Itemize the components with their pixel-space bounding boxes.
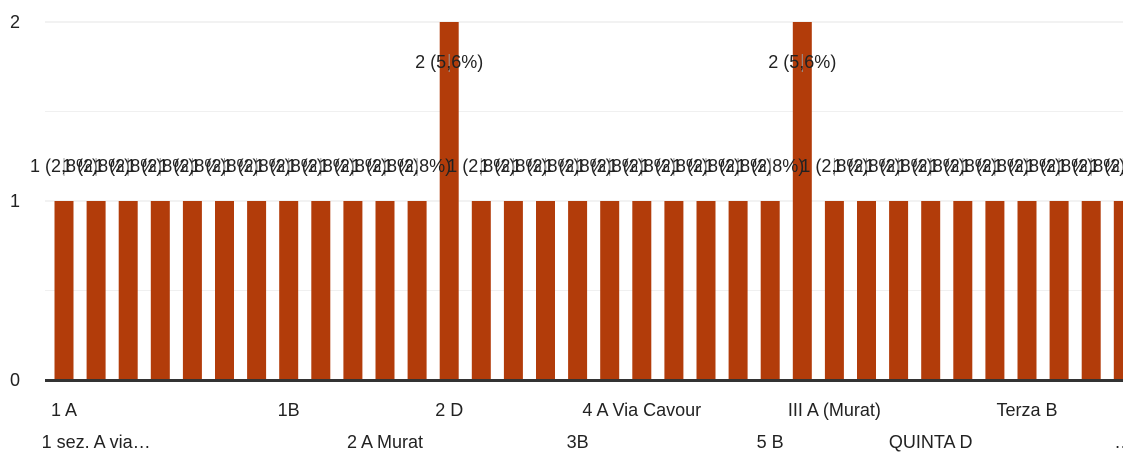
bar	[792, 22, 812, 380]
bar	[503, 201, 523, 380]
data-label: 1 (2,8%)	[351, 156, 419, 176]
bar	[632, 201, 652, 380]
bar	[182, 201, 202, 380]
x-tick-label: …	[1114, 432, 1123, 452]
data-label: 1 (2,8%)	[319, 156, 387, 176]
x-tick-label: 3B	[567, 432, 589, 452]
data-label: 1 (2,8%)	[800, 156, 868, 176]
data-label: 1 (2,8%)	[1057, 156, 1123, 176]
bar	[1017, 201, 1037, 380]
data-label: 1 (2,8%)	[1025, 156, 1093, 176]
data-label: 1 (2,8%)	[832, 156, 900, 176]
bar	[824, 201, 844, 380]
bar	[760, 201, 780, 380]
data-label: 1 (2,8%)	[897, 156, 965, 176]
x-tick-label: 4 A Via Cavour	[582, 400, 701, 420]
data-label: 1 (2,8%)	[736, 156, 804, 176]
x-tick-label: 2 A Murat	[347, 432, 423, 452]
bar	[921, 201, 941, 380]
bar	[407, 201, 427, 380]
data-label: 1 (2,8%)	[126, 156, 194, 176]
x-tick-label: 5 B	[757, 432, 784, 452]
bar	[857, 201, 876, 380]
y-tick-label: 2	[10, 12, 20, 32]
data-label: 1 (2,8%)	[640, 156, 708, 176]
data-label: 1 (2,8%)	[544, 156, 612, 176]
bar	[728, 201, 748, 380]
bar	[247, 201, 267, 380]
data-label: 1 (2,8%)	[576, 156, 644, 176]
y-tick-label: 0	[10, 370, 20, 390]
data-label: 1 (2,8%)	[287, 156, 355, 176]
bar	[118, 201, 138, 380]
data-label: 1 (2,8%)	[929, 156, 997, 176]
bar	[54, 201, 74, 380]
data-label: 1 (2,8%)	[704, 156, 772, 176]
x-tick-label: QUINTA D	[889, 432, 973, 452]
data-label: 1 (2,8%)	[223, 156, 291, 176]
data-label: 1 (2,8%)	[1089, 156, 1123, 176]
x-tick-label: 1 sez. A via…	[42, 432, 151, 452]
bar	[664, 201, 684, 380]
bar	[953, 201, 973, 380]
bar	[150, 201, 170, 380]
x-tick-label: III A (Murat)	[788, 400, 881, 420]
bar	[279, 201, 299, 380]
data-label: 2 (5,6%)	[415, 52, 483, 72]
x-tick-label: 2 D	[435, 400, 463, 420]
bar	[375, 201, 395, 380]
data-label: 1 (2,8%)	[158, 156, 226, 176]
data-label: 1 (2,8%)	[62, 156, 130, 176]
bar	[86, 201, 106, 380]
bar	[536, 201, 555, 380]
bar	[600, 201, 620, 380]
data-label: 1 (2,8%)	[479, 156, 547, 176]
bar	[1081, 201, 1101, 380]
data-label: 1 (2,8%)	[190, 156, 258, 176]
bar	[311, 201, 331, 380]
data-label: 1 (2,8%)	[255, 156, 323, 176]
data-label: 1 (2,8%)	[672, 156, 740, 176]
data-label: 1 (2,8%)	[511, 156, 579, 176]
bar	[343, 201, 363, 380]
data-label: 1 (2,8%)	[94, 156, 162, 176]
data-label: 2 (5,6%)	[768, 52, 836, 72]
bar	[889, 201, 909, 380]
bar	[471, 201, 491, 380]
data-label: 1 (2,8%)	[383, 156, 451, 176]
data-label: 1 (2,8%)	[865, 156, 933, 176]
data-label: 1 (2,8%)	[961, 156, 1029, 176]
data-label: 1 (2,8%)	[447, 156, 515, 176]
bar	[1049, 201, 1069, 380]
x-tick-label: Terza B	[996, 400, 1057, 420]
bar	[985, 201, 1005, 380]
bar	[1113, 201, 1123, 380]
x-tick-label: 1 A	[51, 400, 77, 420]
bar	[696, 201, 716, 380]
x-tick-label: 1B	[278, 400, 300, 420]
y-tick-label: 1	[10, 191, 20, 211]
bar	[215, 201, 234, 380]
data-label: 1 (2,8%)	[608, 156, 676, 176]
data-label: 1 (2,8%)	[30, 156, 98, 176]
bar	[439, 22, 459, 380]
data-label: 1 (2,8%)	[993, 156, 1061, 176]
bar	[568, 201, 588, 380]
